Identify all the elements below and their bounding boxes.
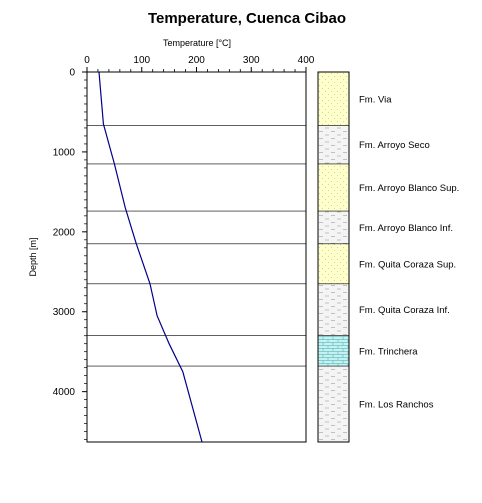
stratum-label: Fm. Quita Coraza Sup. xyxy=(359,259,456,270)
stratum-sand xyxy=(318,72,349,126)
plot-frame xyxy=(86,71,307,443)
strata-column xyxy=(318,72,349,442)
x-tick-label: 100 xyxy=(133,55,150,66)
x-axis-ticks: 0 100 200 300 400 xyxy=(84,55,315,72)
stratum-shale xyxy=(318,211,349,244)
x-tick-label: 300 xyxy=(243,55,260,66)
stratum-sand xyxy=(318,163,349,212)
temperature-line xyxy=(98,71,203,443)
stratum-limestone xyxy=(318,335,349,367)
y-tick-label: 4000 xyxy=(53,387,76,398)
stratum-sand xyxy=(318,243,349,284)
y-axis-label: Depth [m] xyxy=(28,237,38,276)
stratum-label: Fm. Arroyo Blanco Sup. xyxy=(359,183,459,194)
stratum-shale xyxy=(318,366,349,442)
formation-boundaries xyxy=(87,125,306,367)
stratum-label: Fm. Los Ranchos xyxy=(359,400,434,411)
x-tick-label: 0 xyxy=(84,55,90,66)
stratum-shale xyxy=(318,283,349,336)
stratum-label: Fm. Trinchera xyxy=(359,346,418,357)
x-tick-label: 400 xyxy=(298,55,315,66)
stratum-label: Fm. Via xyxy=(359,94,392,105)
chart-title: Temperature, Cuenca Cibao xyxy=(148,10,346,27)
stratum-label: Fm. Quita Coraza Inf. xyxy=(359,305,450,316)
y-axis-ticks: 0 1000 2000 3000 4000 xyxy=(53,68,87,440)
x-axis-label: Temperature [°C] xyxy=(163,38,231,48)
stratum-label: Fm. Arroyo Seco xyxy=(359,140,430,151)
y-tick-label: 1000 xyxy=(53,147,76,158)
temperature-series xyxy=(98,71,203,443)
x-tick-label: 200 xyxy=(188,55,205,66)
strata-labels: Fm. Via Fm. Arroyo Seco Fm. Arroyo Blanco … xyxy=(359,94,459,410)
y-tick-label: 2000 xyxy=(53,227,76,238)
y-tick-label: 3000 xyxy=(53,307,76,318)
strata-frame xyxy=(317,71,350,443)
stratum-label: Fm. Arroyo Blanco Inf. xyxy=(359,223,453,234)
stratum-shale xyxy=(318,125,349,164)
y-tick-label: 0 xyxy=(69,68,75,79)
